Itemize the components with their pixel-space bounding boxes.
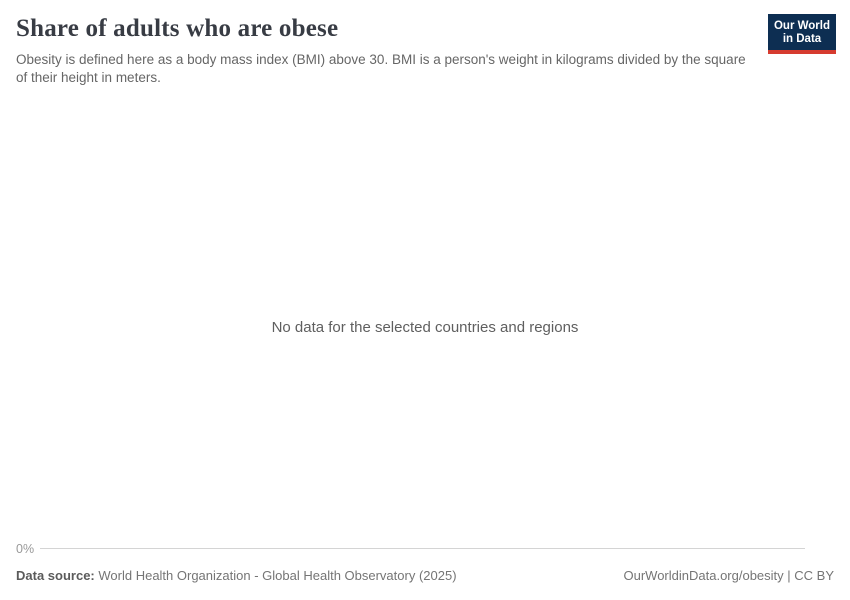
chart-header: Share of adults who are obese Obesity is… xyxy=(16,14,836,87)
x-axis-line xyxy=(40,548,805,549)
data-source-label: Data source: xyxy=(16,568,95,583)
data-source-value: World Health Organization - Global Healt… xyxy=(98,568,457,583)
no-data-message: No data for the selected countries and r… xyxy=(271,319,579,336)
chart-footer: Data source: World Health Organization -… xyxy=(16,568,834,584)
data-source[interactable]: Data source: World Health Organization -… xyxy=(16,568,457,584)
chart-title: Share of adults who are obese xyxy=(16,15,339,42)
chart-subtitle: Obesity is defined here as a body mass i… xyxy=(16,52,746,85)
owid-logo[interactable]: Our World in Data xyxy=(768,14,836,54)
y-axis-tick-label: 0% xyxy=(16,542,35,556)
owid-logo-text-line1: Our World xyxy=(773,20,830,32)
owid-logo-text-line2: in Data xyxy=(782,32,822,45)
citation-link[interactable]: OurWorldinData.org/obesity | CC BY xyxy=(623,568,835,583)
